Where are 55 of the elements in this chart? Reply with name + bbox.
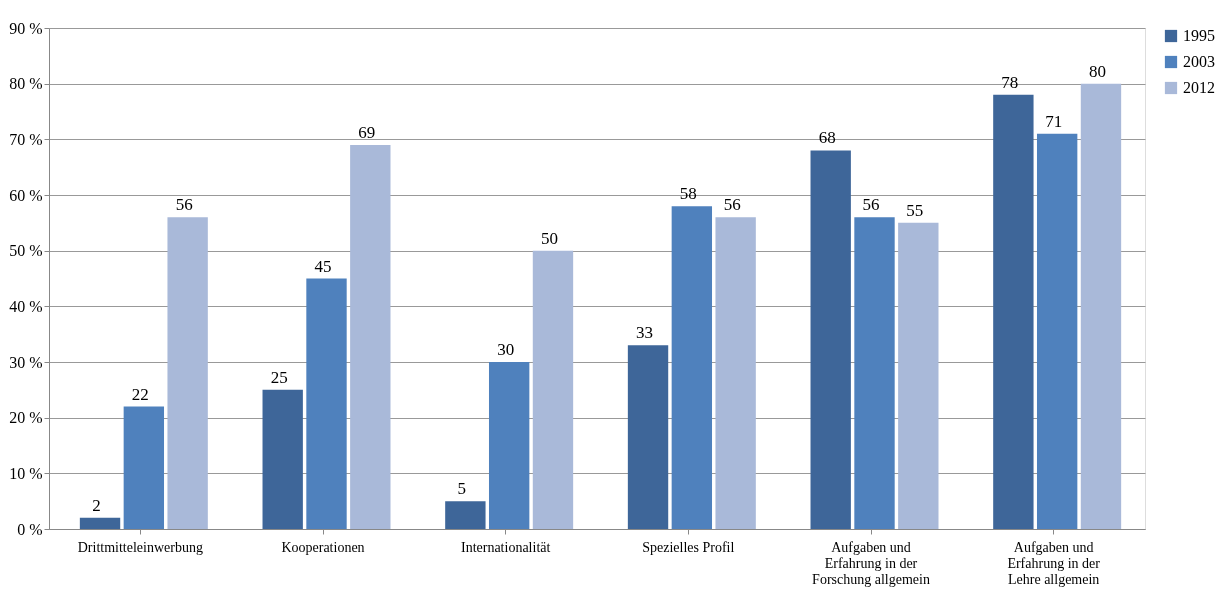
data-label: 2: [92, 495, 101, 515]
bar: [445, 501, 486, 529]
data-label: 71: [1045, 111, 1063, 131]
legend-label: 2012: [1183, 79, 1215, 96]
data-label: 30: [497, 340, 515, 359]
y-tick-label: 30 %: [9, 353, 43, 371]
legend-label: 2003: [1183, 53, 1215, 70]
bar: [306, 278, 347, 529]
x-tick-label: Internationalität: [460, 539, 551, 555]
data-label: 69: [358, 122, 376, 142]
data-label: 55: [906, 200, 924, 220]
x-tick-label: Drittmitteleinwerbung: [77, 539, 203, 555]
bar: [671, 206, 713, 529]
bar: [854, 217, 895, 529]
data-label: 68: [818, 128, 836, 148]
bar: [262, 389, 303, 529]
data-label: 25: [270, 367, 288, 387]
data-label: 78: [1001, 72, 1019, 92]
x-tick-label: Aufgaben und Erfahrung in der Forschung allgemein: [812, 539, 930, 587]
data-label: 56: [862, 195, 880, 215]
data-label: 56: [723, 195, 741, 215]
data-label: 45: [314, 256, 332, 276]
bar: [810, 150, 851, 529]
bar: [1080, 83, 1122, 529]
x-tick-label: Spezielles Profil: [642, 539, 735, 555]
y-tick-label: 0 %: [17, 520, 43, 538]
y-tick-label: 50 %: [9, 242, 43, 260]
legend-label: 1995: [1183, 27, 1215, 44]
bar: [167, 217, 208, 529]
y-tick-label: 10 %: [9, 464, 43, 482]
data-label: 5: [457, 479, 467, 499]
y-tick-label: 20 %: [9, 409, 43, 427]
data-label: 58: [679, 184, 697, 204]
data-label: 50: [540, 228, 558, 248]
bar: [532, 250, 574, 529]
y-tick-label: 60 %: [9, 186, 43, 204]
bar: [1036, 133, 1078, 529]
x-tick-label: Kooperationen: [281, 539, 365, 555]
bar: [715, 217, 756, 529]
bar: [79, 517, 121, 529]
y-tick-label: 90 %: [9, 19, 43, 37]
data-label: 56: [175, 195, 193, 215]
bar: [350, 144, 391, 529]
data-label: 80: [1088, 61, 1106, 81]
y-tick-label: 80 %: [9, 75, 43, 93]
x-tick-label: Aufgaben und Erfahrung in der Lehre allgemein: [1007, 539, 1101, 587]
bar: [627, 345, 669, 529]
bar: [993, 94, 1034, 529]
data-label: 22: [131, 384, 149, 404]
data-label: 33: [636, 323, 654, 343]
bar: [488, 362, 530, 529]
bar: [898, 222, 939, 529]
y-tick-label: 40 %: [9, 297, 43, 315]
bar: [123, 406, 165, 529]
y-tick-label: 70 %: [9, 130, 43, 148]
